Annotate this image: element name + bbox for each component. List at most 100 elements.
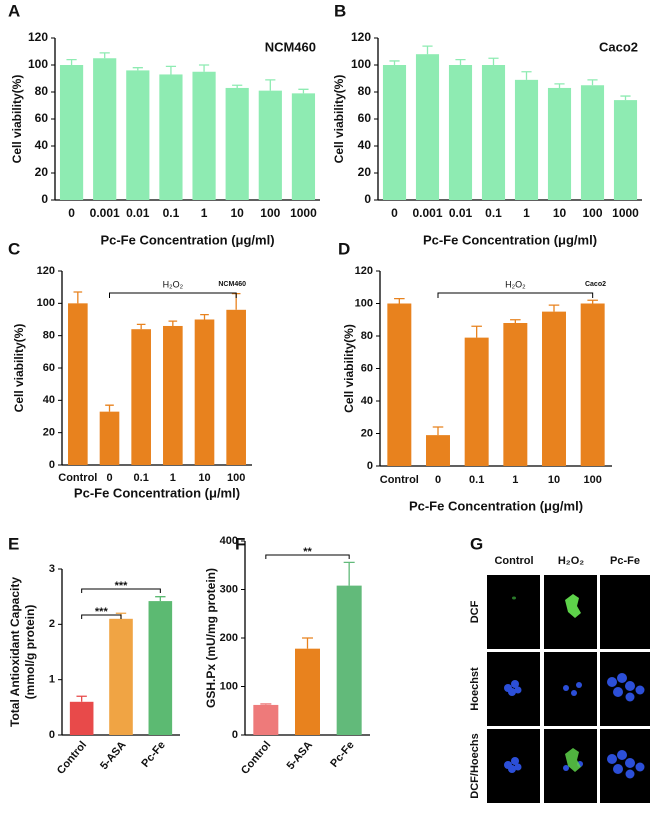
x-tick-label: 100	[582, 206, 602, 220]
y-tick-label: 2	[49, 618, 55, 630]
chart-label: NCM460	[265, 39, 316, 54]
error-bar	[521, 71, 532, 80]
y-tick-label: 60	[358, 111, 372, 125]
y-axis-label: GSH.Px (mU/mg protein)	[204, 568, 218, 708]
bar	[225, 87, 249, 200]
bar	[382, 65, 407, 200]
y-tick-label: 3	[49, 563, 55, 575]
error-bar	[76, 695, 87, 702]
panel-letter: B	[334, 1, 346, 20]
bar	[59, 65, 84, 200]
bar	[159, 74, 183, 200]
error-bar	[73, 291, 83, 304]
error-bar	[343, 561, 355, 586]
bar	[226, 309, 246, 465]
error-bar	[302, 637, 313, 649]
y-tick-label: 80	[361, 330, 373, 342]
x-tick-label: 1	[170, 472, 176, 484]
significance-bracket	[81, 614, 122, 619]
bar	[426, 435, 450, 466]
error-bar	[554, 83, 565, 88]
y-tick-label: 20	[361, 427, 373, 439]
error-bar	[432, 426, 444, 436]
error-bar	[232, 84, 243, 88]
error-bar	[198, 64, 210, 72]
y-tick-label: 40	[361, 395, 373, 407]
bar	[68, 303, 88, 465]
y-tick-label: 100	[28, 57, 48, 71]
y-axis-label: Cell viability(%)	[10, 75, 24, 164]
error-bar	[200, 314, 209, 320]
bracket-label: H₂O₂	[163, 279, 184, 289]
error-bar	[455, 58, 466, 65]
y-tick-label: 0	[41, 192, 48, 206]
y-tick-label: 0	[49, 459, 55, 471]
bar	[448, 65, 473, 200]
x-tick-label: 10	[231, 206, 245, 220]
y-tick-label: 120	[37, 265, 55, 277]
bar	[126, 70, 150, 201]
x-tick-label: 0.1	[485, 206, 502, 220]
y-tick-label: 1	[49, 674, 55, 686]
chart-label: NCM460	[218, 281, 246, 288]
x-tick-label: 0.01	[126, 206, 150, 220]
x-axis-label: Pc-Fe Concentration (μg/ml)	[423, 232, 597, 247]
error-bar	[99, 52, 110, 59]
y-axis-label: Cell viability(%)	[332, 75, 346, 164]
y-tick-label: 100	[220, 680, 238, 692]
y-tick-label: 0	[232, 729, 238, 741]
x-tick-label: 0	[435, 474, 441, 486]
error-bar	[260, 703, 272, 705]
x-tick-label: 0.001	[90, 206, 120, 220]
panel-letter: G	[470, 534, 483, 553]
panel-letter: D	[338, 239, 350, 258]
significance-bracket	[265, 554, 350, 559]
bar	[194, 319, 215, 465]
x-tick-label: 5-ASA	[285, 739, 315, 772]
bar	[69, 701, 94, 735]
error-bar	[132, 67, 143, 71]
y-tick-label: 400	[220, 535, 238, 547]
bracket	[109, 292, 237, 298]
bar	[253, 704, 279, 735]
x-tick-label: 100	[260, 206, 280, 220]
x-tick-label: 100	[227, 472, 245, 484]
error-bar	[587, 79, 598, 86]
bar	[192, 71, 216, 200]
y-tick-label: 100	[351, 57, 371, 71]
column-header: H₂O₂	[558, 555, 584, 567]
x-tick-label: Pc-Fe	[139, 739, 167, 770]
bar	[481, 65, 506, 200]
y-axis-label: (mmol/g protein)	[23, 605, 37, 700]
x-tick-label: 100	[583, 474, 601, 486]
y-tick-label: 80	[43, 330, 55, 342]
y-tick-label: 40	[358, 138, 372, 152]
y-tick-label: 120	[355, 265, 373, 277]
x-tick-label: 0.1	[469, 474, 484, 486]
y-tick-label: 40	[35, 138, 49, 152]
x-tick-label: 1	[512, 474, 518, 486]
x-tick-label: 1	[523, 206, 530, 220]
error-bar	[168, 320, 178, 326]
bar	[503, 323, 528, 466]
x-tick-label: Control	[239, 739, 273, 777]
error-bar	[488, 57, 499, 65]
y-tick-label: 100	[37, 297, 55, 309]
bracket-label: H₂O₂	[505, 279, 526, 289]
column-header: Control	[494, 555, 533, 567]
significance-label: **	[303, 546, 312, 558]
y-axis-label: Cell viability(%)	[342, 324, 356, 413]
y-axis-label: Total Antioxidant Capacity	[8, 577, 22, 727]
error-bar	[265, 79, 276, 91]
bar	[336, 585, 362, 735]
panel-letter: F	[235, 534, 245, 553]
x-axis-label: Pc-Fe Concentration (μ/ml)	[74, 485, 240, 500]
y-tick-label: 20	[35, 165, 49, 179]
error-bar	[155, 596, 166, 602]
cell-signals	[504, 594, 645, 779]
y-tick-label: 300	[220, 583, 238, 595]
panel-letter: E	[8, 534, 19, 553]
bar	[148, 601, 173, 735]
x-tick-label: 0.1	[134, 472, 149, 484]
row-header: Hoechst	[469, 667, 481, 711]
